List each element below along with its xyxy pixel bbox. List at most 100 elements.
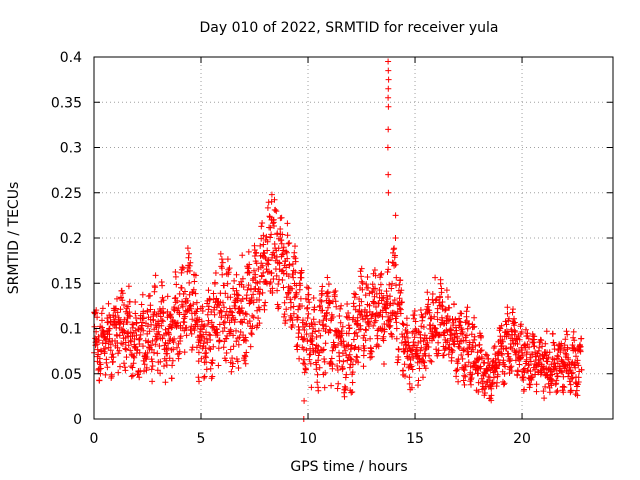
- data-point: [346, 364, 353, 371]
- data-point: [363, 281, 370, 288]
- data-point: [317, 332, 324, 339]
- data-point: [322, 369, 329, 376]
- data-point: [331, 289, 338, 296]
- data-point: [570, 328, 577, 335]
- data-point: [463, 308, 470, 315]
- data-point: [174, 344, 180, 351]
- data-point: [469, 339, 476, 346]
- y-tick-label: 0.25: [51, 186, 82, 202]
- data-point: [498, 322, 505, 329]
- data-point: [256, 320, 263, 327]
- data-point: [328, 382, 335, 389]
- data-point: [217, 307, 224, 314]
- data-point: [315, 387, 322, 394]
- data-point: [253, 250, 260, 257]
- data-point: [118, 326, 125, 333]
- data-point: [392, 261, 399, 268]
- data-point: [305, 310, 312, 317]
- data-point: [492, 355, 499, 362]
- data-point: [365, 284, 372, 291]
- data-point: [224, 256, 231, 263]
- data-point: [131, 336, 138, 342]
- data-point: [403, 330, 410, 337]
- data-point: [203, 329, 209, 336]
- data-point: [157, 370, 164, 377]
- data-point: [221, 282, 228, 289]
- data-point: [251, 247, 258, 253]
- data-point: [195, 374, 202, 381]
- data-point: [416, 365, 423, 372]
- x-tick-label: 0: [90, 431, 99, 447]
- data-point: [306, 299, 313, 306]
- data-point: [371, 299, 378, 306]
- data-point: [296, 355, 303, 362]
- data-point: [325, 281, 332, 288]
- data-point: [210, 296, 217, 303]
- data-point: [243, 311, 250, 318]
- data-point: [269, 285, 276, 292]
- data-point: [117, 363, 123, 370]
- data-point: [294, 342, 301, 349]
- data-point: [128, 338, 134, 345]
- data-point: [154, 350, 161, 357]
- data-point: [459, 355, 466, 362]
- data-point: [107, 341, 114, 348]
- data-point: [538, 337, 545, 344]
- data-point: [542, 340, 549, 347]
- data-point: [340, 358, 347, 365]
- data-point: [130, 321, 137, 328]
- data-point: [385, 126, 392, 133]
- data-point: [336, 357, 343, 364]
- data-point: [137, 331, 144, 338]
- data-point: [361, 332, 368, 339]
- data-point: [243, 349, 250, 356]
- data-point: [170, 346, 177, 353]
- data-point: [395, 346, 402, 353]
- data-point: [559, 369, 566, 376]
- data-point: [479, 355, 485, 362]
- data-point: [333, 303, 340, 310]
- data-point: [512, 329, 519, 335]
- data-point: [552, 365, 559, 372]
- data-point: [310, 316, 317, 323]
- data-point: [192, 290, 199, 297]
- data-point: [374, 341, 381, 348]
- data-point: [263, 233, 270, 240]
- data-point: [209, 357, 216, 364]
- data-point: [350, 303, 357, 310]
- data-point: [278, 237, 285, 244]
- data-point: [379, 313, 386, 320]
- data-point: [574, 357, 581, 364]
- data-point: [216, 302, 223, 309]
- data-point: [136, 335, 143, 342]
- data-point: [262, 299, 269, 306]
- data-point: [516, 336, 523, 343]
- data-point: [500, 381, 507, 388]
- data-point: [258, 235, 265, 242]
- data-point: [374, 335, 381, 342]
- data-point: [146, 328, 153, 335]
- data-point: [334, 385, 341, 392]
- data-point: [569, 342, 576, 348]
- data-point: [320, 317, 327, 324]
- data-point: [278, 240, 285, 247]
- data-point: [163, 357, 170, 364]
- data-point: [127, 313, 134, 320]
- data-point: [342, 385, 349, 392]
- data-point: [275, 303, 282, 310]
- data-point: [209, 324, 216, 331]
- data-point: [455, 343, 462, 350]
- data-point: [112, 313, 119, 320]
- chart-title: Day 010 of 2022, SRMTID for receiver yul…: [199, 20, 498, 36]
- data-point: [456, 322, 463, 329]
- data-point: [181, 327, 188, 334]
- data-point: [536, 360, 543, 366]
- data-point: [156, 343, 163, 349]
- data-point: [409, 351, 416, 358]
- data-point: [249, 323, 256, 330]
- data-point: [278, 214, 285, 221]
- data-point: [301, 327, 308, 333]
- data-point: [574, 392, 581, 399]
- data-point: [324, 309, 330, 316]
- data-point: [560, 389, 567, 396]
